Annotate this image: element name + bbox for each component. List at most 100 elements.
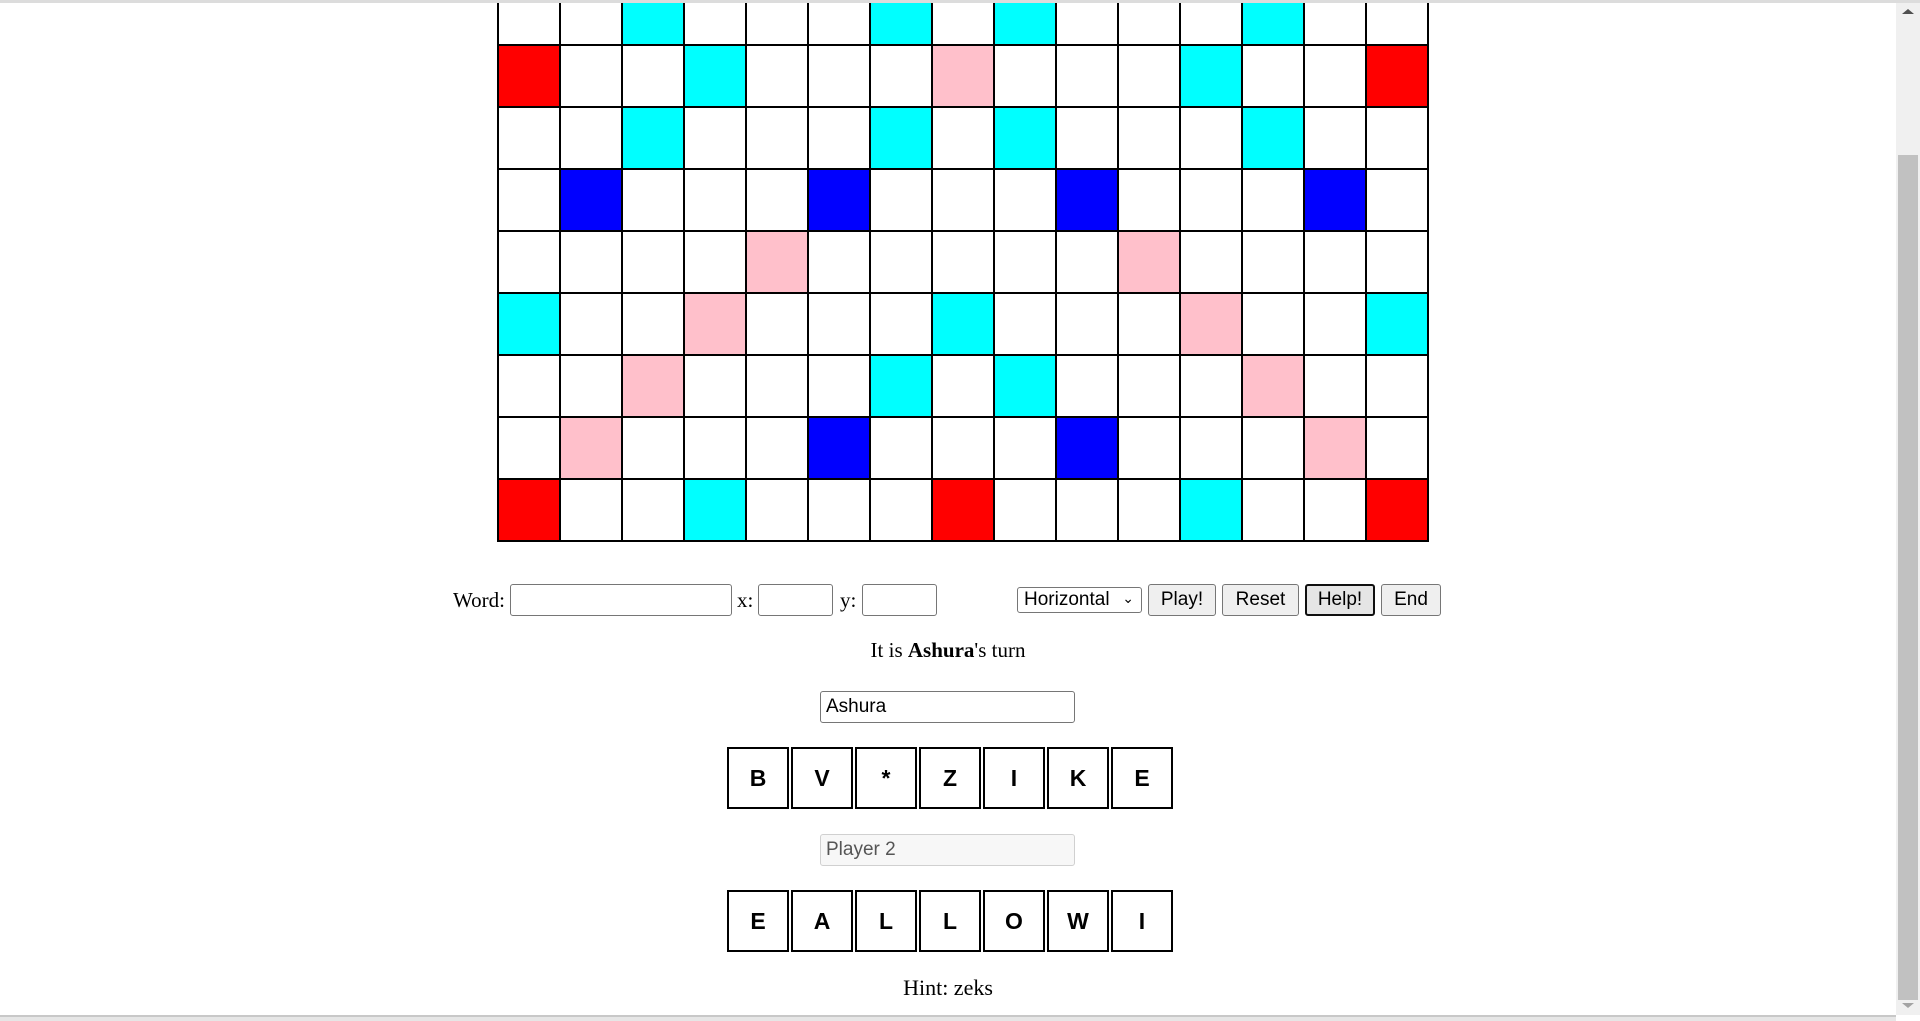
board-cell[interactable] [499, 418, 559, 478]
board-cell[interactable] [1057, 356, 1117, 416]
board-cell[interactable] [747, 294, 807, 354]
board-cell[interactable] [685, 232, 745, 292]
board-cell[interactable] [1367, 108, 1427, 168]
board-cell[interactable] [1119, 3, 1179, 44]
board-cell[interactable] [933, 294, 993, 354]
board-cell[interactable] [747, 418, 807, 478]
board-cell[interactable] [623, 46, 683, 106]
board-cell[interactable] [747, 46, 807, 106]
board-cell[interactable] [747, 108, 807, 168]
board-cell[interactable] [1181, 170, 1241, 230]
board-cell[interactable] [1305, 3, 1365, 44]
board-cell[interactable] [871, 356, 931, 416]
board-cell[interactable] [561, 232, 621, 292]
board-cell[interactable] [747, 356, 807, 416]
board-cell[interactable] [1119, 108, 1179, 168]
board-cell[interactable] [1305, 418, 1365, 478]
board-cell[interactable] [871, 170, 931, 230]
board-cell[interactable] [1181, 480, 1241, 540]
board-cell[interactable] [809, 3, 869, 44]
board-cell[interactable] [499, 170, 559, 230]
scroll-up-icon[interactable] [1902, 9, 1914, 14]
board-cell[interactable] [1181, 3, 1241, 44]
board-cell[interactable] [1367, 46, 1427, 106]
board-cell[interactable] [871, 46, 931, 106]
board-cell[interactable] [809, 480, 869, 540]
player-1-name-input[interactable] [820, 691, 1075, 723]
board-cell[interactable] [1119, 356, 1179, 416]
board-cell[interactable] [933, 232, 993, 292]
board-cell[interactable] [995, 356, 1055, 416]
board-cell[interactable] [1243, 356, 1303, 416]
board-cell[interactable] [1181, 418, 1241, 478]
board-cell[interactable] [1367, 418, 1427, 478]
board-cell[interactable] [499, 480, 559, 540]
board-cell[interactable] [995, 3, 1055, 44]
end-button[interactable]: End [1381, 584, 1441, 616]
board-cell[interactable] [1119, 232, 1179, 292]
board-cell[interactable] [685, 170, 745, 230]
board-cell[interactable] [1305, 356, 1365, 416]
board-cell[interactable] [561, 108, 621, 168]
letter-tile[interactable]: I [983, 747, 1045, 809]
board-cell[interactable] [1243, 170, 1303, 230]
board-cell[interactable] [1119, 294, 1179, 354]
letter-tile[interactable]: I [1111, 890, 1173, 952]
board-cell[interactable] [1181, 356, 1241, 416]
board-cell[interactable] [809, 232, 869, 292]
board-cell[interactable] [1367, 294, 1427, 354]
y-input[interactable] [862, 584, 937, 616]
letter-tile[interactable]: E [727, 890, 789, 952]
board-cell[interactable] [561, 480, 621, 540]
vertical-scrollbar[interactable] [1896, 3, 1920, 1015]
board-cell[interactable] [561, 294, 621, 354]
board-cell[interactable] [1057, 480, 1117, 540]
board-cell[interactable] [623, 480, 683, 540]
help-button[interactable]: Help! [1305, 584, 1375, 616]
board-cell[interactable] [1057, 232, 1117, 292]
letter-tile[interactable]: E [1111, 747, 1173, 809]
board-cell[interactable] [685, 108, 745, 168]
board-cell[interactable] [747, 170, 807, 230]
board-cell[interactable] [1119, 170, 1179, 230]
board-cell[interactable] [1181, 46, 1241, 106]
board-cell[interactable] [995, 418, 1055, 478]
board-cell[interactable] [809, 108, 869, 168]
board-cell[interactable] [1305, 232, 1365, 292]
board-cell[interactable] [499, 356, 559, 416]
board-cell[interactable] [871, 418, 931, 478]
play-button[interactable]: Play! [1148, 584, 1216, 616]
board-cell[interactable] [1057, 170, 1117, 230]
board-cell[interactable] [1367, 3, 1427, 44]
board-cell[interactable] [871, 294, 931, 354]
letter-tile[interactable]: * [855, 747, 917, 809]
board-cell[interactable] [1305, 170, 1365, 230]
board-cell[interactable] [623, 232, 683, 292]
board-cell[interactable] [1305, 480, 1365, 540]
board-cell[interactable] [995, 108, 1055, 168]
board-cell[interactable] [561, 3, 621, 44]
board-cell[interactable] [1181, 294, 1241, 354]
letter-tile[interactable]: L [919, 890, 981, 952]
board-cell[interactable] [685, 480, 745, 540]
letter-tile[interactable]: B [727, 747, 789, 809]
board-cell[interactable] [1243, 480, 1303, 540]
board-cell[interactable] [809, 418, 869, 478]
board-cell[interactable] [871, 232, 931, 292]
board-cell[interactable] [1057, 46, 1117, 106]
letter-tile[interactable]: W [1047, 890, 1109, 952]
board-cell[interactable] [995, 480, 1055, 540]
board-cell[interactable] [1367, 356, 1427, 416]
board-cell[interactable] [561, 170, 621, 230]
board-cell[interactable] [499, 108, 559, 168]
board-cell[interactable] [1243, 232, 1303, 292]
letter-tile[interactable]: Z [919, 747, 981, 809]
board-cell[interactable] [747, 480, 807, 540]
board-cell[interactable] [623, 418, 683, 478]
board-cell[interactable] [871, 3, 931, 44]
board-cell[interactable] [1119, 418, 1179, 478]
board-cell[interactable] [685, 294, 745, 354]
board-cell[interactable] [685, 356, 745, 416]
board-cell[interactable] [933, 356, 993, 416]
board-cell[interactable] [1243, 108, 1303, 168]
